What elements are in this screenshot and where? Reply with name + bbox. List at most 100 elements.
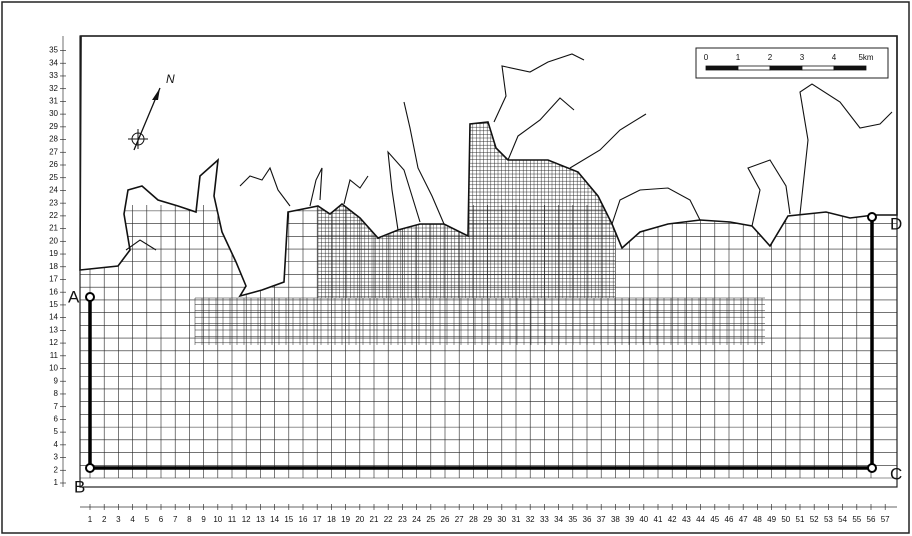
y-tick-label: 3 <box>54 453 59 462</box>
y-tick-label: 16 <box>49 287 58 296</box>
x-tick-label: 53 <box>824 515 833 524</box>
y-tick-label: 24 <box>49 186 58 195</box>
x-tick-label: 25 <box>426 515 435 524</box>
x-tick-label: 23 <box>398 515 407 524</box>
x-tick-label: 3 <box>116 515 121 524</box>
scale-label: 0 <box>704 53 709 62</box>
y-tick-label: 9 <box>54 376 59 385</box>
x-tick-label: 37 <box>597 515 606 524</box>
x-tick-label: 8 <box>187 515 192 524</box>
x-tick-label: 31 <box>512 515 521 524</box>
scale-segment <box>802 66 834 70</box>
vertex <box>868 213 876 221</box>
y-tick-label: 10 <box>49 364 58 373</box>
x-tick-label: 40 <box>639 515 648 524</box>
y-tick-label: 32 <box>49 84 58 93</box>
x-tick-label: 47 <box>739 515 748 524</box>
y-tick-label: 31 <box>49 97 58 106</box>
x-tick-label: 22 <box>384 515 393 524</box>
x-tick-label: 18 <box>327 515 336 524</box>
x-tick-label: 43 <box>682 515 691 524</box>
y-tick-label: 20 <box>49 236 58 245</box>
y-tick-label: 13 <box>49 325 58 334</box>
y-tick-label: 33 <box>49 71 58 80</box>
y-tick-label: 7 <box>54 402 59 411</box>
y-tick-label: 21 <box>49 224 58 233</box>
x-tick-label: 49 <box>767 515 776 524</box>
x-tick-label: 52 <box>810 515 819 524</box>
x-tick-label: 34 <box>554 515 563 524</box>
scale-segment <box>706 66 738 70</box>
x-tick-label: 54 <box>838 515 847 524</box>
x-tick-label: 41 <box>654 515 663 524</box>
y-tick-label: 23 <box>49 198 58 207</box>
vertex <box>868 464 876 472</box>
y-tick-label: 34 <box>49 58 58 67</box>
x-tick-label: 16 <box>299 515 308 524</box>
y-tick-label: 1 <box>54 478 59 487</box>
y-tick-label: 17 <box>49 275 58 284</box>
x-tick-label: 51 <box>796 515 805 524</box>
x-tick-label: 11 <box>228 515 237 524</box>
x-tick-label: 9 <box>201 515 206 524</box>
point-label: C <box>890 464 902 483</box>
scale-label: 2 <box>768 53 773 62</box>
x-tick-label: 42 <box>668 515 677 524</box>
x-tick-label: 21 <box>370 515 379 524</box>
y-tick-label: 15 <box>49 300 58 309</box>
x-tick-label: 39 <box>625 515 634 524</box>
scale-label: 1 <box>736 53 741 62</box>
x-tick-label: 29 <box>483 515 492 524</box>
x-tick-label: 20 <box>355 515 364 524</box>
x-tick-label: 48 <box>753 515 762 524</box>
y-tick-label: 5 <box>54 427 59 436</box>
scale-label: 5km <box>858 53 873 62</box>
y-tick-label: 14 <box>49 313 58 322</box>
y-tick-label: 28 <box>49 135 58 144</box>
x-tick-label: 28 <box>469 515 478 524</box>
y-tick-label: 25 <box>49 173 58 182</box>
x-tick-label: 36 <box>583 515 592 524</box>
x-tick-label: 7 <box>173 515 178 524</box>
x-tick-label: 30 <box>497 515 506 524</box>
x-tick-label: 4 <box>130 515 135 524</box>
vertex <box>86 293 94 301</box>
x-tick-label: 15 <box>284 515 293 524</box>
x-tick-label: 27 <box>455 515 464 524</box>
scale-segment <box>834 66 866 70</box>
x-tick-label: 14 <box>270 515 279 524</box>
scale-label: 4 <box>832 53 837 62</box>
x-tick-label: 2 <box>102 515 107 524</box>
x-tick-label: 13 <box>256 515 265 524</box>
y-tick-label: 8 <box>54 389 59 398</box>
y-tick-label: 4 <box>54 440 59 449</box>
x-tick-label: 17 <box>313 515 322 524</box>
domain-boundary <box>90 217 872 468</box>
y-tick-label: 18 <box>49 262 58 271</box>
y-tick-label: 26 <box>49 160 58 169</box>
x-tick-label: 26 <box>441 515 450 524</box>
x-tick-label: 33 <box>540 515 549 524</box>
x-tick-label: 6 <box>159 515 164 524</box>
x-tick-label: 12 <box>242 515 251 524</box>
y-tick-label: 11 <box>50 351 59 360</box>
y-tick-label: 12 <box>49 338 58 347</box>
north-label: N <box>166 72 175 86</box>
y-tick-label: 27 <box>49 147 58 156</box>
x-tick-label: 45 <box>710 515 719 524</box>
y-tick-label: 35 <box>49 46 58 55</box>
x-tick-label: 32 <box>526 515 535 524</box>
x-tick-label: 5 <box>145 515 150 524</box>
y-tick-label: 19 <box>49 249 58 258</box>
x-tick-label: 10 <box>213 515 222 524</box>
vertex <box>86 464 94 472</box>
y-tick-label: 6 <box>54 415 59 424</box>
scale-segment <box>738 66 770 70</box>
y-tick-label: 29 <box>49 122 58 131</box>
point-label: D <box>890 214 902 233</box>
x-tick-label: 24 <box>412 515 421 524</box>
x-tick-label: 44 <box>696 515 705 524</box>
x-tick-label: 50 <box>781 515 790 524</box>
x-tick-label: 55 <box>852 515 861 524</box>
point-label: B <box>74 477 85 496</box>
